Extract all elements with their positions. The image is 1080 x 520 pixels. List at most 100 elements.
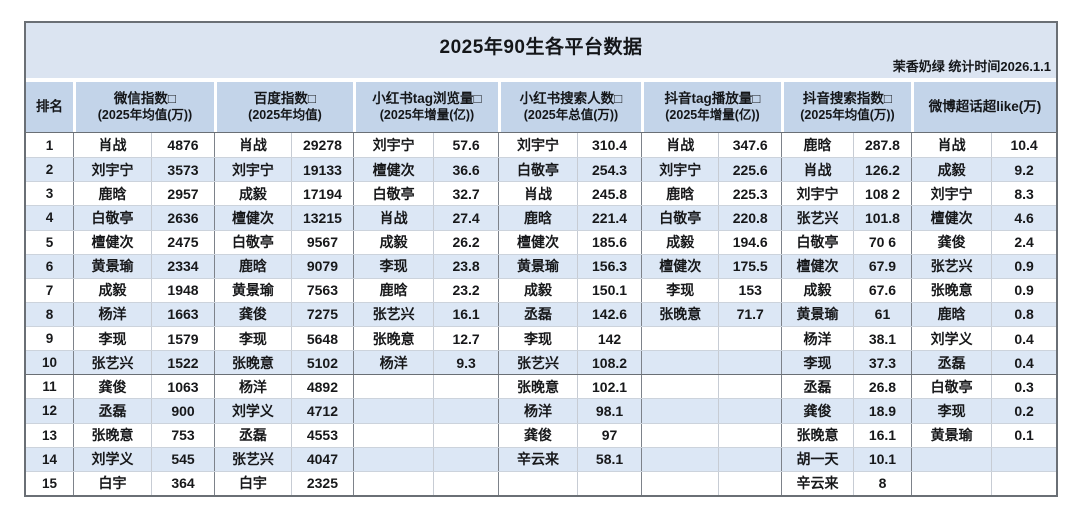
name-cell: 丞磊: [98, 402, 127, 419]
value-cell: 108.2: [577, 351, 641, 375]
value-cell: [718, 399, 781, 423]
value-cell: 2957: [151, 182, 214, 206]
group-xiaohongshu-search-users: 杨洋 98.1: [498, 399, 641, 423]
group-xiaohongshu-tag-views: [353, 399, 498, 423]
rank-cell: 5: [45, 234, 54, 250]
name-cell: [642, 351, 718, 374]
group-xiaohongshu-tag-views: [353, 471, 498, 495]
header-unit-label: (2025年均值(万)): [97, 107, 193, 122]
value-cell: 2325: [290, 471, 353, 495]
group-baidu-index: 李现 5648: [214, 327, 353, 351]
group-baidu-index: 成毅 17194: [214, 182, 353, 206]
name-cell: [354, 424, 433, 447]
name-cell: 杨洋: [379, 354, 408, 371]
table-row-9: 9 李现 1579 李现 5648 张晚意 12.7 李现 142 杨洋 38.1 刘学义 0.4: [26, 326, 1056, 351]
name-cell: 刘宇宁: [231, 161, 274, 178]
group-baidu-index: 黄景瑜 7563: [214, 278, 353, 302]
group-douyin-search-index: 黄景瑜 61: [781, 302, 911, 326]
group-baidu-index: 丞磊 4553: [214, 423, 353, 447]
group-xiaohongshu-search-users: [498, 471, 641, 495]
header-unit-label: (2025年总值(万)): [523, 107, 619, 122]
group-douyin-search-index: 杨洋 38.1: [781, 327, 911, 351]
name-cell: [642, 399, 718, 422]
group-douyin-search-index: 张艺兴 101.8: [781, 206, 911, 230]
header-cell-douyin-search-index: 抖音搜索指数□ (2025年均值(万)): [781, 82, 911, 132]
table-row-6: 6 黄景瑜 2334 鹿晗 9079 李现 23.8 黄景瑜 156.3 檀健次 175.5 檀健次 6…: [26, 253, 1056, 278]
name-cell: 鹿晗: [379, 282, 408, 299]
value-cell: 225.3: [718, 182, 781, 206]
header-label: 微信指数□: [113, 90, 177, 106]
rank-cell: 12: [41, 403, 58, 419]
name-cell: 檀健次: [91, 234, 134, 251]
group-douyin-search-index: 丞磊 26.8: [781, 375, 911, 399]
group-xiaohongshu-search-users: 黄景瑜 156.3: [498, 254, 641, 278]
name-cell: 刘学义: [231, 402, 274, 419]
name-cell: 成毅: [803, 282, 832, 299]
name-cell: 刘学义: [91, 451, 134, 468]
name-cell: 成毅: [238, 185, 267, 202]
value-cell: 29278: [290, 133, 353, 158]
name-cell: 肖战: [379, 209, 408, 226]
name-cell: [642, 472, 718, 495]
group-xiaohongshu-tag-views: 檀健次 36.6: [353, 158, 498, 182]
value-cell: 26.8: [852, 375, 911, 399]
table-row-4: 4 白敬亭 2636 檀健次 13215 肖战 27.4 鹿晗 221.4 白敬亭 220.8 张艺兴…: [26, 205, 1056, 230]
name-cell: 成毅: [379, 234, 408, 251]
group-xiaohongshu-search-users: 李现 142: [498, 327, 641, 351]
name-cell: 辛云来: [517, 451, 560, 468]
group-douyin-tag-plays: 张晚意 71.7: [641, 302, 781, 326]
header-cell-weibo-supertopic-chaolike: 微博超话超like(万): [911, 82, 1056, 132]
group-douyin-search-index: 张晚意 16.1: [781, 423, 911, 447]
name-cell: 檀健次: [796, 258, 839, 275]
name-cell: 檀健次: [372, 161, 415, 178]
header-label: 抖音tag播放量□: [664, 90, 761, 106]
group-xiaohongshu-tag-views: 张晚意 12.7: [353, 327, 498, 351]
value-cell: 2475: [151, 230, 214, 254]
value-cell: [991, 471, 1056, 495]
group-douyin-tag-plays: 檀健次 175.5: [641, 254, 781, 278]
name-cell: 刘宇宁: [930, 185, 973, 202]
name-cell: 成毅: [524, 282, 553, 299]
name-cell: 刘宇宁: [796, 185, 839, 202]
group-douyin-tag-plays: [641, 375, 781, 399]
group-douyin-tag-plays: [641, 351, 781, 375]
name-cell: 鹿晗: [666, 185, 695, 202]
group-wechat-index: 张艺兴 1522: [73, 351, 214, 375]
value-cell: 1522: [151, 351, 214, 375]
value-cell: [433, 471, 498, 495]
name-cell: 肖战: [238, 137, 267, 154]
table-row-15: 15 白宇 364 白宇 2325 辛云来 8: [26, 470, 1056, 495]
name-cell: [642, 448, 718, 471]
header-unit-label: (2025年增量(亿)): [379, 107, 475, 122]
group-weibo-supertopic-chaolike: 李现 0.2: [911, 399, 1056, 423]
name-cell: 丞磊: [238, 427, 267, 444]
value-cell: 71.7: [718, 302, 781, 326]
group-xiaohongshu-search-users: 白敬亭 254.3: [498, 158, 641, 182]
name-cell: 白敬亭: [930, 378, 973, 395]
header-cell-xiaohongshu-search-users: 小红书搜索人数□ (2025年总值(万)): [498, 82, 641, 132]
value-cell: [433, 447, 498, 471]
name-cell: 肖战: [98, 137, 127, 154]
value-cell: 9.3: [433, 351, 498, 375]
name-cell: 杨洋: [524, 402, 553, 419]
value-cell: 900: [151, 399, 214, 423]
group-baidu-index: 张晚意 5102: [214, 351, 353, 375]
value-cell: 4.6: [991, 206, 1056, 230]
table-row-10: 10 张艺兴 1522 张晚意 5102 杨洋 9.3 张艺兴 108.2 李现 37.3 丞磊 0.4: [26, 350, 1056, 375]
name-cell: 肖战: [524, 185, 553, 202]
value-cell: [433, 399, 498, 423]
group-douyin-search-index: 肖战 126.2: [781, 158, 911, 182]
value-cell: 13215: [290, 206, 353, 230]
table-row-11: 11 龚俊 1063 杨洋 4892 张晚意 102.1 丞磊 26.8 白敬亭 0.3: [26, 374, 1056, 399]
header-label: 排名: [36, 98, 63, 114]
value-cell: [577, 471, 641, 495]
group-douyin-tag-plays: [641, 423, 781, 447]
group-baidu-index: 杨洋 4892: [214, 375, 353, 399]
value-cell: [718, 423, 781, 447]
value-cell: 194.6: [718, 230, 781, 254]
group-wechat-index: 龚俊 1063: [73, 375, 214, 399]
name-cell: 白敬亭: [231, 234, 274, 251]
name-cell: 白宇: [98, 475, 127, 492]
group-weibo-supertopic-chaolike: 成毅 9.2: [911, 158, 1056, 182]
header-label: 微博超话超like(万): [928, 98, 1042, 114]
